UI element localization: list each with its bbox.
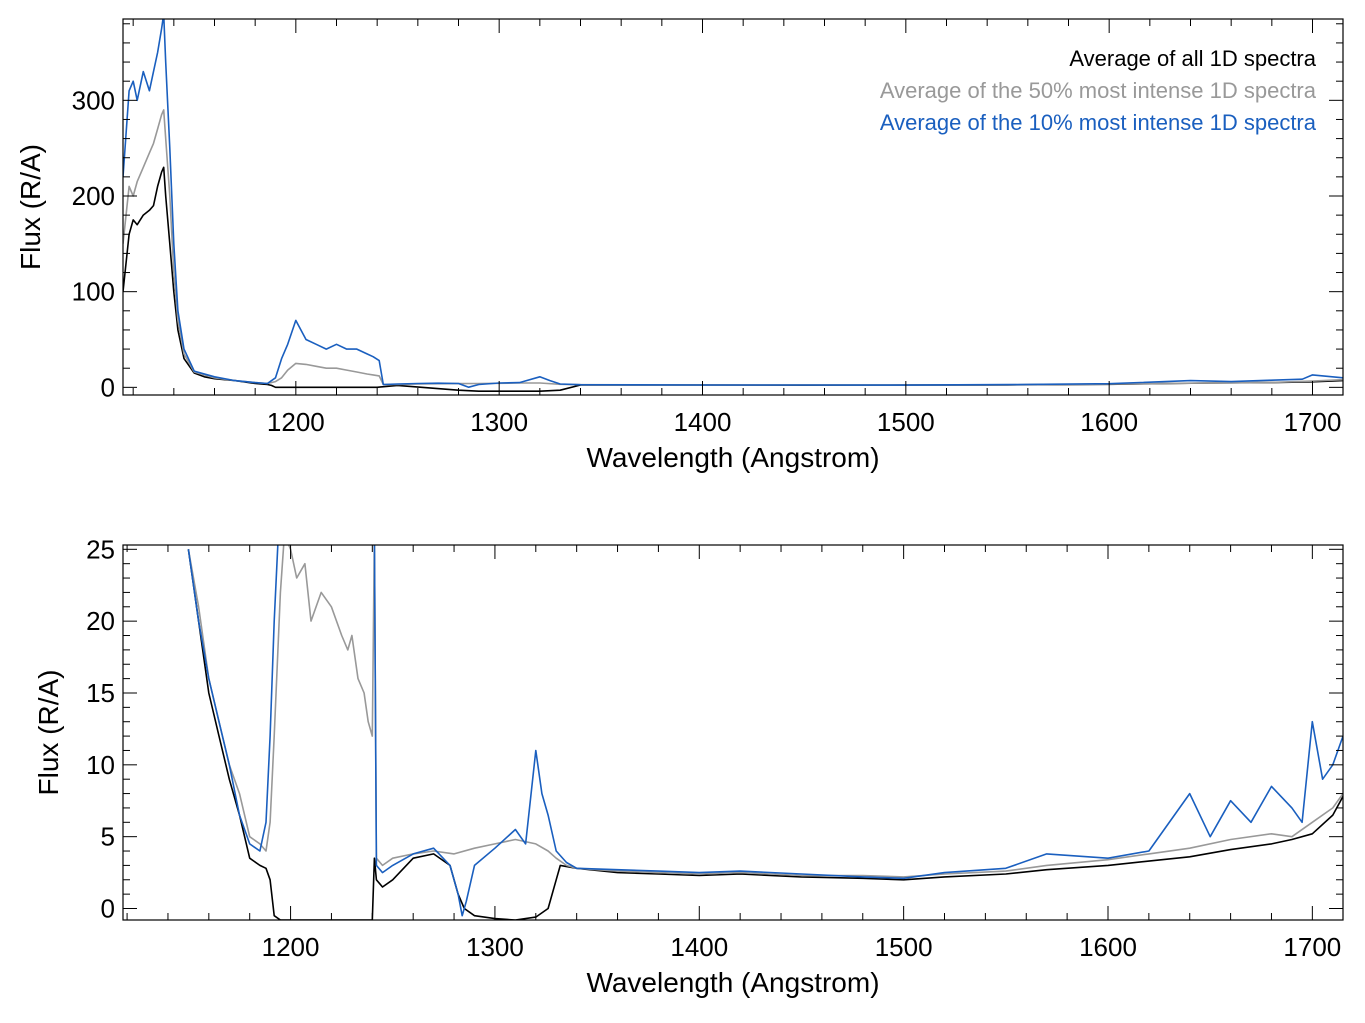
y-axis-label: Flux (R/A) bbox=[15, 144, 46, 270]
top-panel: 1200 1300 1400 1500 1600 1700 0 100 200 300 Wavele… bbox=[15, 18, 1344, 473]
y-tick-label: 100 bbox=[72, 277, 115, 307]
y-tick-label: 15 bbox=[86, 678, 115, 708]
series-line-all bbox=[123, 166, 1343, 393]
y-tick-label: 300 bbox=[72, 85, 115, 115]
x-axis-label: Wavelength (Angstrom) bbox=[586, 442, 879, 473]
series-line-top10 bbox=[123, 19, 1343, 389]
y-tick-label: 200 bbox=[72, 181, 115, 211]
y-axis-label: Flux (R/A) bbox=[33, 670, 64, 796]
x-tick-label: 1500 bbox=[877, 407, 935, 437]
y-tick-label: 20 bbox=[86, 606, 115, 636]
series-line-top10 bbox=[187, 545, 1343, 917]
y-tick-label: 5 bbox=[101, 822, 115, 852]
x-tick-label: 1200 bbox=[267, 407, 325, 437]
x-tick-label: 1700 bbox=[1284, 407, 1342, 437]
plot-frame bbox=[122, 18, 1344, 396]
series-line-all bbox=[187, 549, 1343, 920]
x-tick-label: 1400 bbox=[670, 932, 728, 962]
series-group bbox=[123, 19, 1343, 393]
x-tick-label: 1300 bbox=[466, 932, 524, 962]
bottom-panel: 1200 1300 1400 1500 1600 1700 0 5 10 15 20 25 Wavele… bbox=[33, 534, 1344, 998]
series-group bbox=[187, 545, 1343, 920]
y-tick-label: 25 bbox=[86, 534, 115, 564]
legend-entry-top50: Average of the 50% most intense 1D spect… bbox=[880, 78, 1317, 103]
legend-entry-all: Average of all 1D spectra bbox=[1069, 46, 1316, 71]
x-tick-label: 1600 bbox=[1079, 932, 1137, 962]
y-tick-label: 0 bbox=[101, 894, 115, 924]
y-tick-label: 0 bbox=[101, 372, 115, 402]
x-tick-label: 1500 bbox=[875, 932, 933, 962]
x-tick-label: 1400 bbox=[674, 407, 732, 437]
x-tick-label: 1300 bbox=[470, 407, 528, 437]
y-tick-label: 10 bbox=[86, 750, 115, 780]
x-tick-label: 1200 bbox=[262, 932, 320, 962]
legend-entry-top10: Average of the 10% most intense 1D spect… bbox=[880, 110, 1317, 135]
plot-frame bbox=[122, 544, 1344, 921]
series-line-top50 bbox=[187, 545, 1343, 878]
x-tick-label: 1700 bbox=[1283, 932, 1341, 962]
x-axis-label: Wavelength (Angstrom) bbox=[586, 967, 879, 998]
series-line-top50 bbox=[123, 109, 1343, 386]
x-tick-label: 1600 bbox=[1080, 407, 1138, 437]
